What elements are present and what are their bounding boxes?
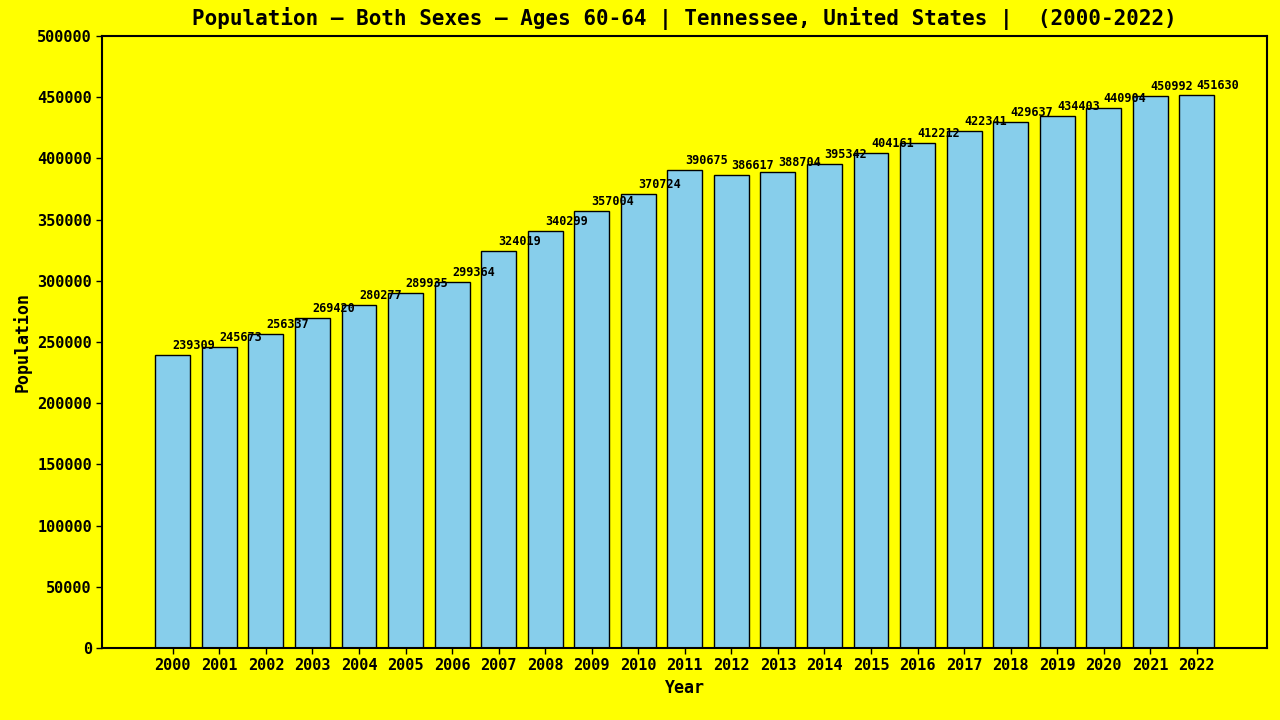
Text: 256337: 256337 <box>266 318 308 331</box>
Text: 245673: 245673 <box>219 331 262 344</box>
Bar <box>760 172 795 648</box>
Text: 429637: 429637 <box>1011 106 1053 119</box>
Text: 299364: 299364 <box>452 266 495 279</box>
Bar <box>388 293 422 648</box>
Bar <box>714 175 749 648</box>
Bar <box>435 282 470 648</box>
Text: 412212: 412212 <box>918 127 960 140</box>
Text: 280277: 280277 <box>358 289 402 302</box>
Title: Population – Both Sexes – Ages 60-64 | Tennessee, United States |  (2000-2022): Population – Both Sexes – Ages 60-64 | T… <box>192 7 1178 30</box>
Text: 404161: 404161 <box>870 138 914 150</box>
Bar <box>155 355 191 648</box>
Text: 370724: 370724 <box>639 178 681 192</box>
Text: 451630: 451630 <box>1197 79 1239 92</box>
Bar <box>481 251 516 648</box>
X-axis label: Year: Year <box>664 679 705 697</box>
Bar <box>575 211 609 648</box>
Text: 388704: 388704 <box>778 156 820 169</box>
Text: 239309: 239309 <box>173 339 215 352</box>
Bar <box>667 170 703 648</box>
Bar <box>947 131 982 648</box>
Bar <box>993 122 1028 648</box>
Text: 340299: 340299 <box>545 215 588 228</box>
Bar <box>248 334 283 648</box>
Bar <box>854 153 888 648</box>
Bar <box>621 194 655 648</box>
Text: 324019: 324019 <box>499 235 541 248</box>
Bar <box>342 305 376 648</box>
Text: 386617: 386617 <box>731 158 774 172</box>
Text: 440904: 440904 <box>1103 92 1147 105</box>
Text: 422341: 422341 <box>964 115 1007 128</box>
Bar <box>1039 117 1075 648</box>
Bar <box>527 231 563 648</box>
Bar <box>294 318 330 648</box>
Text: 390675: 390675 <box>685 154 727 167</box>
Text: 289935: 289935 <box>406 277 448 290</box>
Bar <box>900 143 934 648</box>
Text: 395342: 395342 <box>824 148 867 161</box>
Bar <box>202 347 237 648</box>
Text: 434403: 434403 <box>1057 100 1100 113</box>
Text: 269420: 269420 <box>312 302 355 315</box>
Bar <box>806 164 842 648</box>
Text: 357004: 357004 <box>591 195 635 208</box>
Bar <box>1179 95 1215 648</box>
Bar <box>1133 96 1167 648</box>
Bar <box>1087 108 1121 648</box>
Y-axis label: Population: Population <box>13 292 32 392</box>
Text: 450992: 450992 <box>1151 80 1193 93</box>
